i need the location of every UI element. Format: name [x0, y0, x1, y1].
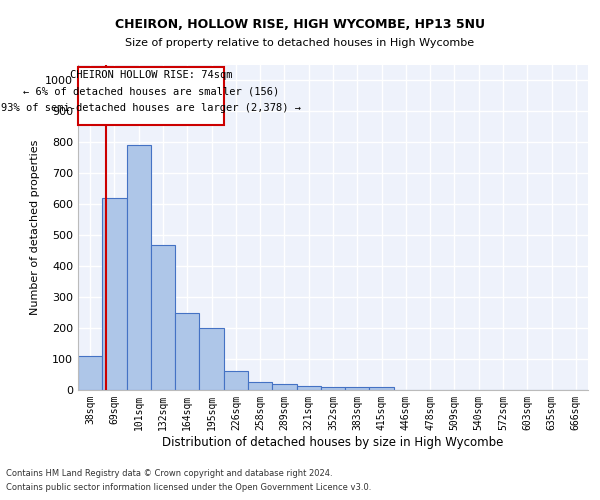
FancyBboxPatch shape: [78, 66, 224, 126]
Text: 93% of semi-detached houses are larger (2,378) →: 93% of semi-detached houses are larger (…: [1, 103, 301, 113]
Bar: [321, 386, 345, 390]
Bar: [175, 312, 199, 390]
Text: Contains public sector information licensed under the Open Government Licence v3: Contains public sector information licen…: [6, 484, 371, 492]
Y-axis label: Number of detached properties: Number of detached properties: [29, 140, 40, 315]
Bar: [151, 244, 175, 390]
Text: Contains HM Land Registry data © Crown copyright and database right 2024.: Contains HM Land Registry data © Crown c…: [6, 468, 332, 477]
Bar: [199, 328, 224, 390]
Bar: [345, 386, 370, 390]
Text: CHEIRON HOLLOW RISE: 74sqm: CHEIRON HOLLOW RISE: 74sqm: [70, 70, 232, 80]
Bar: [78, 356, 102, 390]
Text: ← 6% of detached houses are smaller (156): ← 6% of detached houses are smaller (156…: [23, 86, 279, 97]
Text: CHEIRON, HOLLOW RISE, HIGH WYCOMBE, HP13 5NU: CHEIRON, HOLLOW RISE, HIGH WYCOMBE, HP13…: [115, 18, 485, 30]
X-axis label: Distribution of detached houses by size in High Wycombe: Distribution of detached houses by size …: [163, 436, 503, 448]
Bar: [102, 198, 127, 390]
Bar: [296, 386, 321, 390]
Bar: [272, 384, 296, 390]
Bar: [224, 372, 248, 390]
Text: Size of property relative to detached houses in High Wycombe: Size of property relative to detached ho…: [125, 38, 475, 48]
Bar: [248, 382, 272, 390]
Bar: [370, 386, 394, 390]
Bar: [127, 146, 151, 390]
